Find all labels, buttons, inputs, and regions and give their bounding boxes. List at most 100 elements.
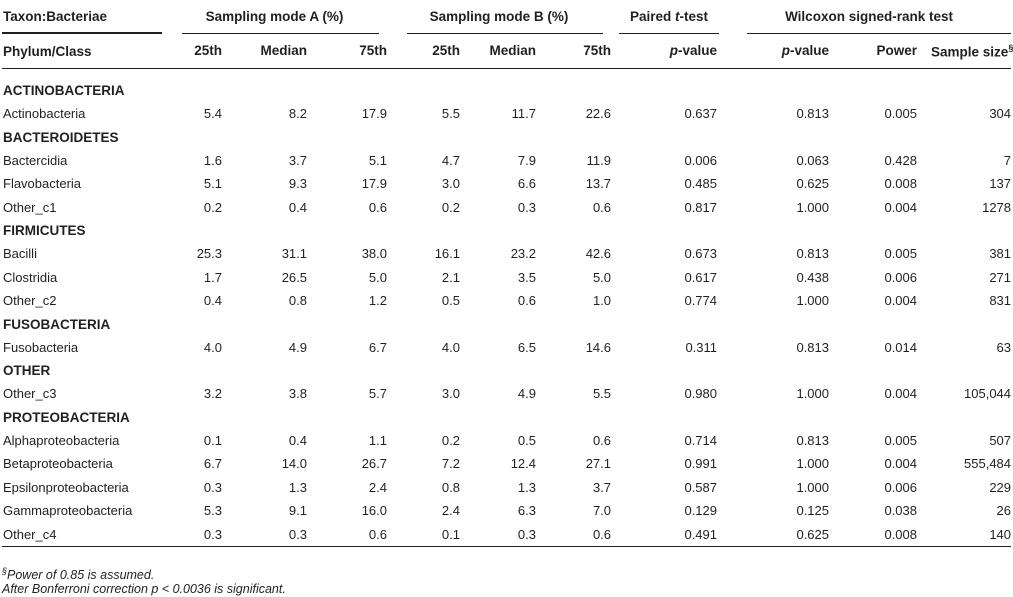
b-75th-cell: 22.6	[585, 106, 612, 122]
a-25th-cell: 3.2	[203, 386, 222, 402]
b-75th-cell: 11.9	[586, 152, 612, 168]
t-pvalue-cell: 0.311	[685, 339, 718, 355]
group-row: PROTEOBACTERIA	[2, 406, 1011, 429]
footnote-bonferroni: After Bonferroni correction p < 0.0036 i…	[2, 582, 286, 596]
b-median-cell: 6.6	[517, 176, 536, 192]
sample-size-cell: 381	[989, 246, 1012, 262]
power-cell: 0.428	[884, 152, 918, 168]
results-table: Taxon:Bacteriae Sampling mode A (%) Samp…	[2, 0, 1013, 547]
b-25th-cell: 3.0	[441, 176, 460, 192]
a-median-cell: 0.3	[222, 522, 307, 547]
a-median-cell: 1.3	[288, 479, 307, 495]
a-median-cell: 3.8	[288, 386, 307, 402]
table-row: Epsilonproteobacteria 0.3 1.3 2.4 0.8 1.3 3.7 0…	[2, 476, 1011, 500]
sample-size-cell: 7	[1003, 152, 1012, 168]
taxon-name-cell: Epsilonproteobacteria	[3, 479, 129, 495]
a-75th-cell: 16.0	[361, 503, 387, 519]
sample-size-cell: 271	[989, 269, 1012, 285]
group-row: BACTEROIDETES	[2, 126, 1011, 149]
b-75th-cell: 42.6	[585, 246, 612, 262]
b-75th-cell: 0.6	[592, 199, 612, 215]
a-75th-cell: 17.9	[361, 176, 387, 192]
taxon-header: Taxon:Bacteriae	[2, 0, 162, 33]
a-75th-cell: 5.1	[368, 152, 387, 168]
group-row: FUSOBACTERIA	[2, 313, 1011, 336]
a-25th-cell: 25.3	[196, 246, 222, 262]
b-25th-cell: 0.8	[441, 479, 460, 495]
a-75th-cell: 5.0	[368, 269, 387, 285]
wilcoxon-header: Wilcoxon signed-rank test	[727, 0, 1011, 33]
a-75th-cell: 38.0	[361, 246, 387, 262]
group-name: OTHER	[3, 363, 51, 378]
a-median-cell: 0.8	[288, 293, 307, 309]
taxon-name-cell: Flavobacteria	[3, 176, 82, 192]
power-cell: 0.038	[884, 503, 918, 519]
table-row: Clostridia 1.7 26.5 5.0 2.1 3.5 5.0 0.617 0.438 0…	[2, 266, 1011, 290]
mode-a-rule	[182, 32, 379, 34]
b-median-cell: 6.5	[517, 339, 536, 355]
t-pvalue-cell: 0.980	[684, 386, 718, 402]
b-median-cell: 0.5	[517, 432, 536, 448]
table-row: Other_c4 0.3 0.3 0.6 0.1 0.3 0.6 0.491 0.625 0.00…	[2, 522, 1012, 547]
sampling-mode-a-label: Sampling mode A (%)	[205, 8, 344, 24]
sample-size-mark: §	[1008, 42, 1013, 53]
a-75th-cell: 6.7	[368, 339, 387, 355]
b-median-cell: 0.3	[460, 522, 536, 547]
footnote-power: §Power of 0.85 is assumed.	[2, 566, 154, 582]
a-median-cell: 26.5	[281, 269, 307, 285]
table-row: Actinobacteria 5.4 8.2 17.9 5.5 11.7 22.6 0.637…	[2, 102, 1011, 126]
b-median-cell: 12.4	[510, 456, 536, 472]
a-median-cell: 3.7	[288, 152, 307, 168]
w-pvalue-cell: 1.000	[796, 479, 830, 495]
a-25th-cell: 1.6	[203, 152, 222, 168]
a-25th-cell: 5.3	[203, 503, 222, 519]
group-underline-row	[2, 32, 1012, 34]
power-cell: 0.005	[884, 432, 918, 448]
power-cell: 0.004	[884, 199, 918, 215]
t-pvalue-cell: 0.714	[684, 432, 718, 448]
a-median-header: Median	[222, 33, 307, 69]
t-pvalue-header: p-value	[611, 33, 728, 69]
w-p-italic: p	[781, 43, 790, 59]
b-25th-header: 25th	[387, 33, 460, 69]
b-25th-cell: 0.2	[441, 199, 460, 215]
b-median-cell: 0.3	[517, 199, 536, 215]
taxon-name-cell: Betaproteobacteria	[3, 456, 113, 472]
w-pvalue-cell: 1.000	[796, 456, 830, 472]
table-row: Alphaproteobacteria 0.1 0.4 1.1 0.2 0.5 0.6 0.7…	[2, 429, 1011, 453]
b-75th-cell: 13.7	[585, 176, 612, 192]
sample-size-cell: 229	[989, 479, 1012, 495]
w-p-post: -value	[789, 43, 830, 59]
taxon-name-cell: Other_c3	[3, 386, 57, 402]
t-pvalue-cell: 0.637	[684, 106, 718, 122]
phylum-class-header: Phylum/Class	[2, 33, 162, 69]
w-pvalue-cell: 1.000	[796, 199, 830, 215]
w-pvalue-header: p-value	[727, 33, 840, 69]
t-pvalue-cell: 0.491	[611, 522, 728, 547]
a-25th-cell: 0.3	[162, 522, 222, 547]
b-75th-header: 75th	[536, 33, 612, 69]
power-cell: 0.005	[884, 106, 918, 122]
sample-size-cell: 1278	[982, 199, 1012, 215]
sample-size-cell: 137	[989, 176, 1012, 192]
sample-size-label: Sample size	[931, 44, 1009, 59]
b-75th-cell: 5.0	[592, 269, 612, 285]
t-p-post: -value	[677, 43, 718, 59]
power-cell: 0.004	[884, 456, 918, 472]
a-25th-cell: 5.1	[203, 176, 222, 192]
table-row: Flavobacteria 5.1 9.3 17.9 3.0 6.6 13.7 0.485 0.…	[2, 172, 1011, 196]
table-row: Fusobacteria 4.0 4.9 6.7 4.0 6.5 14.6 0.311 0.81…	[2, 336, 1011, 360]
b-median-cell: 4.9	[517, 386, 536, 402]
table-row: Bacilli 25.3 31.1 38.0 16.1 23.2 42.6 0.673 0.81…	[2, 242, 1011, 266]
taxon-name-cell: Actinobacteria	[3, 106, 86, 122]
w-pvalue-cell: 0.438	[796, 269, 830, 285]
t-pvalue-cell: 0.991	[684, 456, 718, 472]
a-median-cell: 8.2	[288, 106, 307, 122]
b-median-cell: 23.2	[510, 246, 536, 262]
a-25th-cell: 1.7	[203, 269, 222, 285]
table-row: Betaproteobacteria 6.7 14.0 26.7 7.2 12.4 27.1…	[2, 452, 1011, 476]
paired-t-post: -test	[679, 8, 709, 24]
t-pvalue-cell: 0.774	[684, 293, 718, 309]
w-pvalue-cell: 0.813	[796, 432, 830, 448]
a-75th-cell: 26.7	[361, 456, 387, 472]
